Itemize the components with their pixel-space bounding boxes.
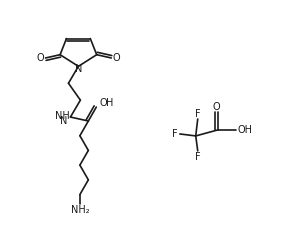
Text: O: O (37, 53, 44, 63)
Text: F: F (195, 109, 201, 119)
Text: F: F (172, 129, 178, 139)
Text: O: O (112, 53, 120, 63)
Text: O: O (99, 98, 107, 108)
Text: O: O (213, 102, 221, 112)
Text: F: F (195, 152, 201, 162)
Text: H: H (106, 98, 114, 108)
Text: NH: NH (55, 111, 69, 121)
Text: OH: OH (238, 125, 253, 135)
Text: N: N (60, 116, 67, 126)
Text: NH₂: NH₂ (71, 205, 89, 216)
Text: N: N (75, 64, 82, 74)
